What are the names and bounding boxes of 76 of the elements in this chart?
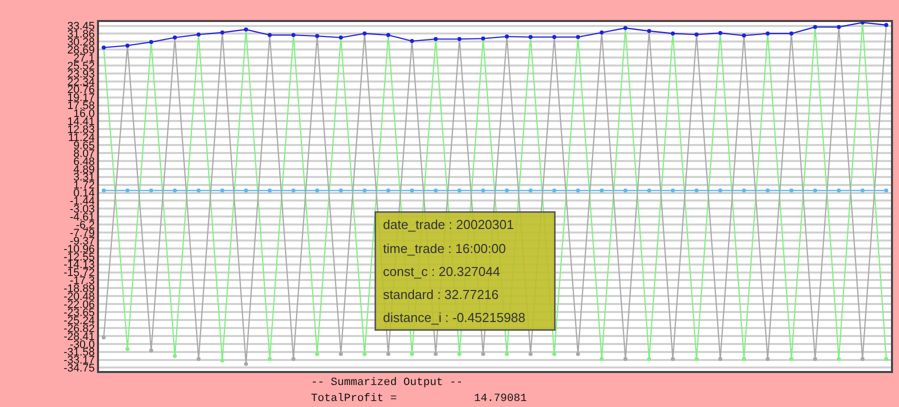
point [220, 188, 224, 192]
point [362, 188, 367, 192]
point [315, 352, 320, 356]
point [457, 352, 462, 356]
point [196, 188, 201, 192]
point [694, 188, 699, 192]
text: 14.79081 [474, 393, 528, 405]
point [410, 352, 414, 356]
point [742, 188, 746, 192]
point [172, 188, 177, 192]
point [528, 352, 533, 356]
point [125, 188, 130, 192]
point [220, 358, 224, 362]
point [789, 356, 794, 361]
point [576, 352, 580, 356]
point [386, 188, 390, 192]
point [338, 188, 343, 192]
point [647, 356, 652, 361]
point [600, 188, 604, 192]
point [647, 188, 652, 192]
annotation: date_trade : 20020301 [383, 217, 514, 232]
point [362, 352, 367, 356]
point [504, 188, 509, 192]
point [718, 188, 722, 192]
point [315, 188, 320, 192]
point [836, 188, 841, 192]
point [434, 188, 438, 192]
point [884, 188, 888, 192]
text: TotalProfit = [311, 393, 397, 405]
point [766, 356, 770, 361]
point [836, 356, 841, 361]
point [102, 188, 106, 192]
point [813, 356, 818, 361]
point [102, 335, 106, 340]
point [528, 188, 533, 192]
point [481, 188, 486, 192]
point [268, 356, 272, 361]
annotation: time_trade : 16:00:00 [383, 241, 506, 256]
point [884, 356, 888, 361]
point [623, 188, 628, 192]
point [670, 356, 675, 361]
annotation: const_c : 20.327044 [383, 264, 500, 279]
annotation: standard : 32.77216 [383, 287, 499, 302]
point [670, 188, 675, 192]
point [504, 352, 509, 356]
point [172, 354, 177, 358]
point [244, 362, 248, 366]
point [196, 356, 201, 361]
point [552, 188, 556, 192]
point [766, 188, 770, 192]
point [789, 188, 794, 192]
point [718, 356, 722, 361]
point [244, 188, 248, 192]
point [268, 188, 272, 192]
point [149, 188, 154, 192]
point [552, 352, 556, 356]
point [434, 352, 438, 356]
annotation: distance_i : -0.45215988 [383, 310, 526, 325]
point [410, 188, 414, 192]
point [457, 188, 462, 192]
point [338, 352, 343, 356]
point [860, 188, 865, 192]
point [623, 356, 628, 361]
point [694, 356, 699, 361]
point [125, 346, 130, 351]
point [149, 348, 154, 352]
point [813, 188, 818, 192]
point [742, 356, 746, 361]
point [481, 352, 486, 356]
point [576, 188, 580, 192]
text: -- Summarized Output -- [311, 377, 463, 389]
point [291, 188, 296, 192]
point [600, 356, 604, 361]
point [291, 356, 296, 361]
point [386, 352, 390, 356]
point [860, 356, 865, 361]
